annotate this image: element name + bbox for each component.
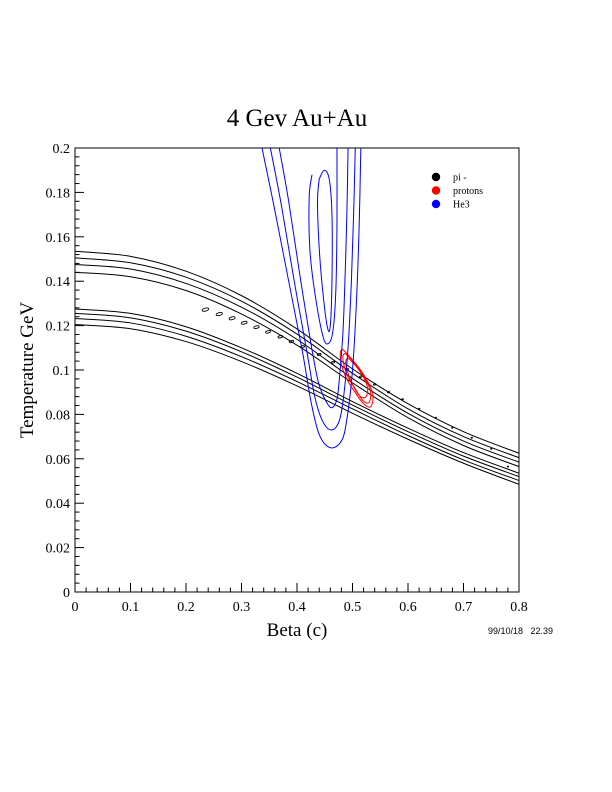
- contour-protons: [342, 352, 372, 404]
- y-tick-label: 0.2: [53, 142, 71, 157]
- x-tick-label: 0.7: [455, 600, 473, 615]
- marker-pi: [417, 407, 421, 410]
- x-tick-label: 0.8: [510, 600, 528, 615]
- marker-pi: [490, 447, 493, 450]
- marker-pi: [358, 375, 363, 378]
- marker-pi: [215, 311, 223, 317]
- contour-pi: [75, 250, 519, 454]
- legend-marker-protons: [431, 186, 441, 195]
- x-tick-label: 0.5: [344, 600, 362, 615]
- y-tick-labels: 0 0.02 0.04 0.06 0.08 0.1 0.12 0.14 0.16 0.18 0.2: [46, 142, 71, 601]
- marker-pi: [434, 416, 437, 419]
- legend-label-pi: pi -: [453, 173, 467, 184]
- legend-marker-pi: [431, 172, 441, 182]
- legend: pi - protons He3: [431, 172, 483, 211]
- contour-he3: [261, 148, 362, 449]
- y-tick-label: 0.18: [46, 186, 71, 201]
- axis-ticks: [74, 147, 520, 593]
- contour-pi: [75, 271, 519, 468]
- contour-pi: [75, 308, 519, 474]
- marker-pi: [386, 391, 391, 394]
- x-tick-label: 0.3: [233, 600, 251, 615]
- x-tick-label: 0.1: [122, 600, 140, 615]
- marker-pi: [228, 316, 236, 321]
- x-tick-labels: 0 0.1 0.2 0.3 0.4 0.5 0.6 0.7 0.8: [72, 600, 528, 615]
- y-tick-label: 0.08: [46, 408, 71, 423]
- marker-pi: [240, 320, 248, 325]
- marker-pi: [277, 335, 284, 339]
- marker-pi: [330, 360, 336, 364]
- marker-pi: [506, 465, 510, 468]
- x-tick-label: 0.2: [177, 600, 195, 615]
- x-tick-label: 0.4: [288, 600, 306, 615]
- x-axis-label: Beta (c): [267, 620, 328, 641]
- contour-pi: [75, 318, 519, 482]
- marker-pi: [401, 398, 404, 401]
- contour-pi: [75, 323, 519, 485]
- marker-pi: [451, 426, 454, 429]
- y-tick-label: 0.16: [46, 231, 71, 246]
- marker-pi: [300, 345, 306, 349]
- marker-pi: [201, 307, 210, 312]
- marker-pi: [288, 339, 295, 344]
- marker-pi: [372, 383, 377, 386]
- contour-he3: [278, 148, 349, 409]
- y-axis-label: Temperature GeV: [17, 302, 38, 439]
- x-tick-label: 0.6: [399, 600, 417, 615]
- y-tick-label: 0.04: [46, 497, 71, 512]
- x-tick-label: 0: [72, 600, 79, 615]
- chart-title: 4 Gev Au+Au: [227, 105, 368, 132]
- y-tick-label: 0.1: [53, 364, 71, 379]
- contour-he3: [317, 169, 333, 333]
- contour-he3: [308, 148, 338, 345]
- marker-pi: [265, 330, 272, 334]
- contour-pi: [75, 264, 519, 463]
- y-tick-label: 0.02: [46, 542, 71, 557]
- legend-label-protons: protons: [453, 186, 483, 197]
- plot-frame: [74, 147, 520, 593]
- marker-pi: [470, 436, 473, 439]
- contour-pi: [75, 312, 519, 478]
- legend-label-he3: He3: [453, 200, 470, 211]
- contour-he3: [269, 148, 356, 431]
- contour-pi: [75, 257, 519, 459]
- legend-marker-he3: [431, 199, 441, 209]
- data-series: [75, 148, 519, 485]
- contour-protons: [345, 357, 369, 399]
- y-tick-label: 0.12: [46, 320, 71, 335]
- y-tick-label: 0.14: [46, 275, 71, 290]
- y-tick-label: 0.06: [46, 453, 71, 468]
- timestamp-label: 99/10/18 22.39: [488, 626, 553, 636]
- marker-pi: [316, 353, 322, 356]
- y-tick-label: 0: [63, 586, 70, 601]
- marker-pi: [253, 325, 260, 330]
